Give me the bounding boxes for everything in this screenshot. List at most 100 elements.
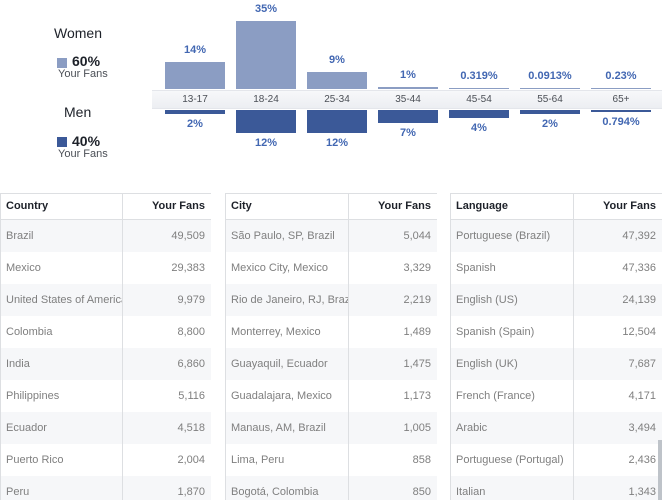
city-table-header: City Your Fans xyxy=(226,194,437,220)
table-row: English (US) 24,139 xyxy=(451,284,662,316)
table-row: Spanish 47,336 xyxy=(451,252,662,284)
cell-name: Puerto Rico xyxy=(1,444,123,476)
cell-name: Portuguese (Brazil) xyxy=(451,220,574,252)
column-header-language[interactable]: Language xyxy=(451,194,574,219)
cell-fans: 1,005 xyxy=(403,422,431,434)
cell-fans: 1,343 xyxy=(628,486,656,498)
men-bar[interactable] xyxy=(165,110,225,114)
cell-fans: 1,475 xyxy=(403,358,431,370)
women-bar-label: 0.319% xyxy=(460,69,498,82)
men-bar[interactable] xyxy=(236,110,296,133)
women-bar[interactable] xyxy=(378,87,438,89)
cell-fans: 3,494 xyxy=(628,422,656,434)
cell-fans: 1,489 xyxy=(403,326,431,338)
cell-name: Arabic xyxy=(451,412,574,444)
legend-women-percent: 60% xyxy=(72,53,101,69)
cell-fans: 5,044 xyxy=(403,230,431,242)
cell-name: Ecuador xyxy=(1,412,123,444)
cell-fans: 47,392 xyxy=(622,230,656,242)
men-bar[interactable] xyxy=(307,110,367,133)
cell-name: Spanish (Spain) xyxy=(451,316,574,348)
table-row: Arabic 3,494 xyxy=(451,412,662,444)
table-row: Ecuador 4,518 xyxy=(1,412,211,444)
legend-men-sub: Your Fans xyxy=(58,148,108,160)
women-bar-label: 9% xyxy=(329,53,345,66)
women-bar[interactable] xyxy=(449,87,509,89)
women-bar-label: 0.0913% xyxy=(528,69,572,82)
cell-fans: 2,436 xyxy=(628,454,656,466)
column-header-country[interactable]: Country xyxy=(1,194,123,219)
men-bar[interactable] xyxy=(378,110,438,124)
cell-fans: 1,870 xyxy=(177,486,205,498)
cell-fans: 47,336 xyxy=(622,262,656,274)
cell-fans: 1,173 xyxy=(403,390,431,402)
cell-name: Mexico xyxy=(1,252,123,284)
cell-name: Peru xyxy=(1,476,123,500)
country-table: Country Your Fans Brazil 49,509 Mexico 29,383… xyxy=(0,193,211,500)
column-header-your-fans[interactable]: Your Fans xyxy=(152,200,205,212)
men-bar[interactable] xyxy=(520,110,580,114)
cell-name: Bogotá, Colombia xyxy=(226,476,349,500)
legend-women-title: Women xyxy=(54,25,102,41)
legend-women-sub: Your Fans xyxy=(58,68,108,80)
cell-fans: 4,171 xyxy=(628,390,656,402)
table-row: Guadalajara, Mexico 1,173 xyxy=(226,380,437,412)
cell-name: English (US) xyxy=(451,284,574,316)
table-row: French (France) 4,171 xyxy=(451,380,662,412)
cell-fans: 29,383 xyxy=(171,262,205,274)
women-bar-label: 14% xyxy=(183,43,207,56)
cell-name: French (France) xyxy=(451,380,574,412)
cell-fans: 2,219 xyxy=(403,294,431,306)
language-table-header: Language Your Fans xyxy=(451,194,662,220)
table-row: United States of America 9,979 xyxy=(1,284,211,316)
women-bar[interactable] xyxy=(307,71,367,89)
cell-name: Brazil xyxy=(1,220,123,252)
country-table-header: Country Your Fans xyxy=(1,194,211,220)
cell-fans: 7,687 xyxy=(628,358,656,370)
cell-name: São Paulo, SP, Brazil xyxy=(226,220,349,252)
scrollbar[interactable] xyxy=(658,440,662,500)
table-row: Portuguese (Brazil) 47,392 xyxy=(451,220,662,252)
table-row: Philippines 5,116 xyxy=(1,380,211,412)
women-bar-label: 1% xyxy=(400,69,416,82)
cell-name: Guadalajara, Mexico xyxy=(226,380,349,412)
table-row: Peru 1,870 xyxy=(1,476,211,500)
men-bar-label: 7% xyxy=(400,127,416,140)
category-label: 18-24 xyxy=(253,94,279,105)
cell-fans: 9,979 xyxy=(177,294,205,306)
column-header-your-fans[interactable]: Your Fans xyxy=(378,200,431,212)
men-bar-label: 12% xyxy=(254,137,278,149)
cell-name: Philippines xyxy=(1,380,123,412)
table-row: Rio de Janeiro, RJ, Brazil 2,219 xyxy=(226,284,437,316)
table-row: Lima, Peru 858 xyxy=(226,444,437,476)
cell-name: Mexico City, Mexico xyxy=(226,252,349,284)
cell-name: Spanish xyxy=(451,252,574,284)
men-bar-label: 2% xyxy=(542,117,558,130)
women-bar[interactable] xyxy=(236,21,296,89)
cell-fans: 6,860 xyxy=(177,358,205,370)
table-row: São Paulo, SP, Brazil 5,044 xyxy=(226,220,437,252)
women-bar[interactable] xyxy=(520,87,580,89)
cell-name: English (UK) xyxy=(451,348,574,380)
cell-name: Manaus, AM, Brazil xyxy=(226,412,349,444)
table-row: English (UK) 7,687 xyxy=(451,348,662,380)
column-header-city[interactable]: City xyxy=(226,194,349,219)
column-header-your-fans[interactable]: Your Fans xyxy=(603,200,656,212)
women-bar[interactable] xyxy=(591,87,651,89)
women-bar-label: 35% xyxy=(254,3,278,15)
language-table: Language Your Fans Portuguese (Brazil) 47,3… xyxy=(450,193,662,500)
women-bar[interactable] xyxy=(165,61,225,89)
table-row: Brazil 49,509 xyxy=(1,220,211,252)
table-row: Spanish (Spain) 12,504 xyxy=(451,316,662,348)
table-row: India 6,860 xyxy=(1,348,211,380)
cell-name: Portuguese (Portugal) xyxy=(451,444,574,476)
table-row: Manaus, AM, Brazil 1,005 xyxy=(226,412,437,444)
men-bar[interactable] xyxy=(591,110,651,112)
cell-fans: 8,800 xyxy=(177,326,205,338)
cell-fans: 850 xyxy=(412,486,431,498)
city-table: City Your Fans São Paulo, SP, Brazil 5,044 M… xyxy=(225,193,437,500)
category-label: 25-34 xyxy=(324,94,350,105)
men-bar-label: 4% xyxy=(471,121,487,134)
men-bar[interactable] xyxy=(449,110,509,118)
category-label: 55-64 xyxy=(537,94,563,105)
